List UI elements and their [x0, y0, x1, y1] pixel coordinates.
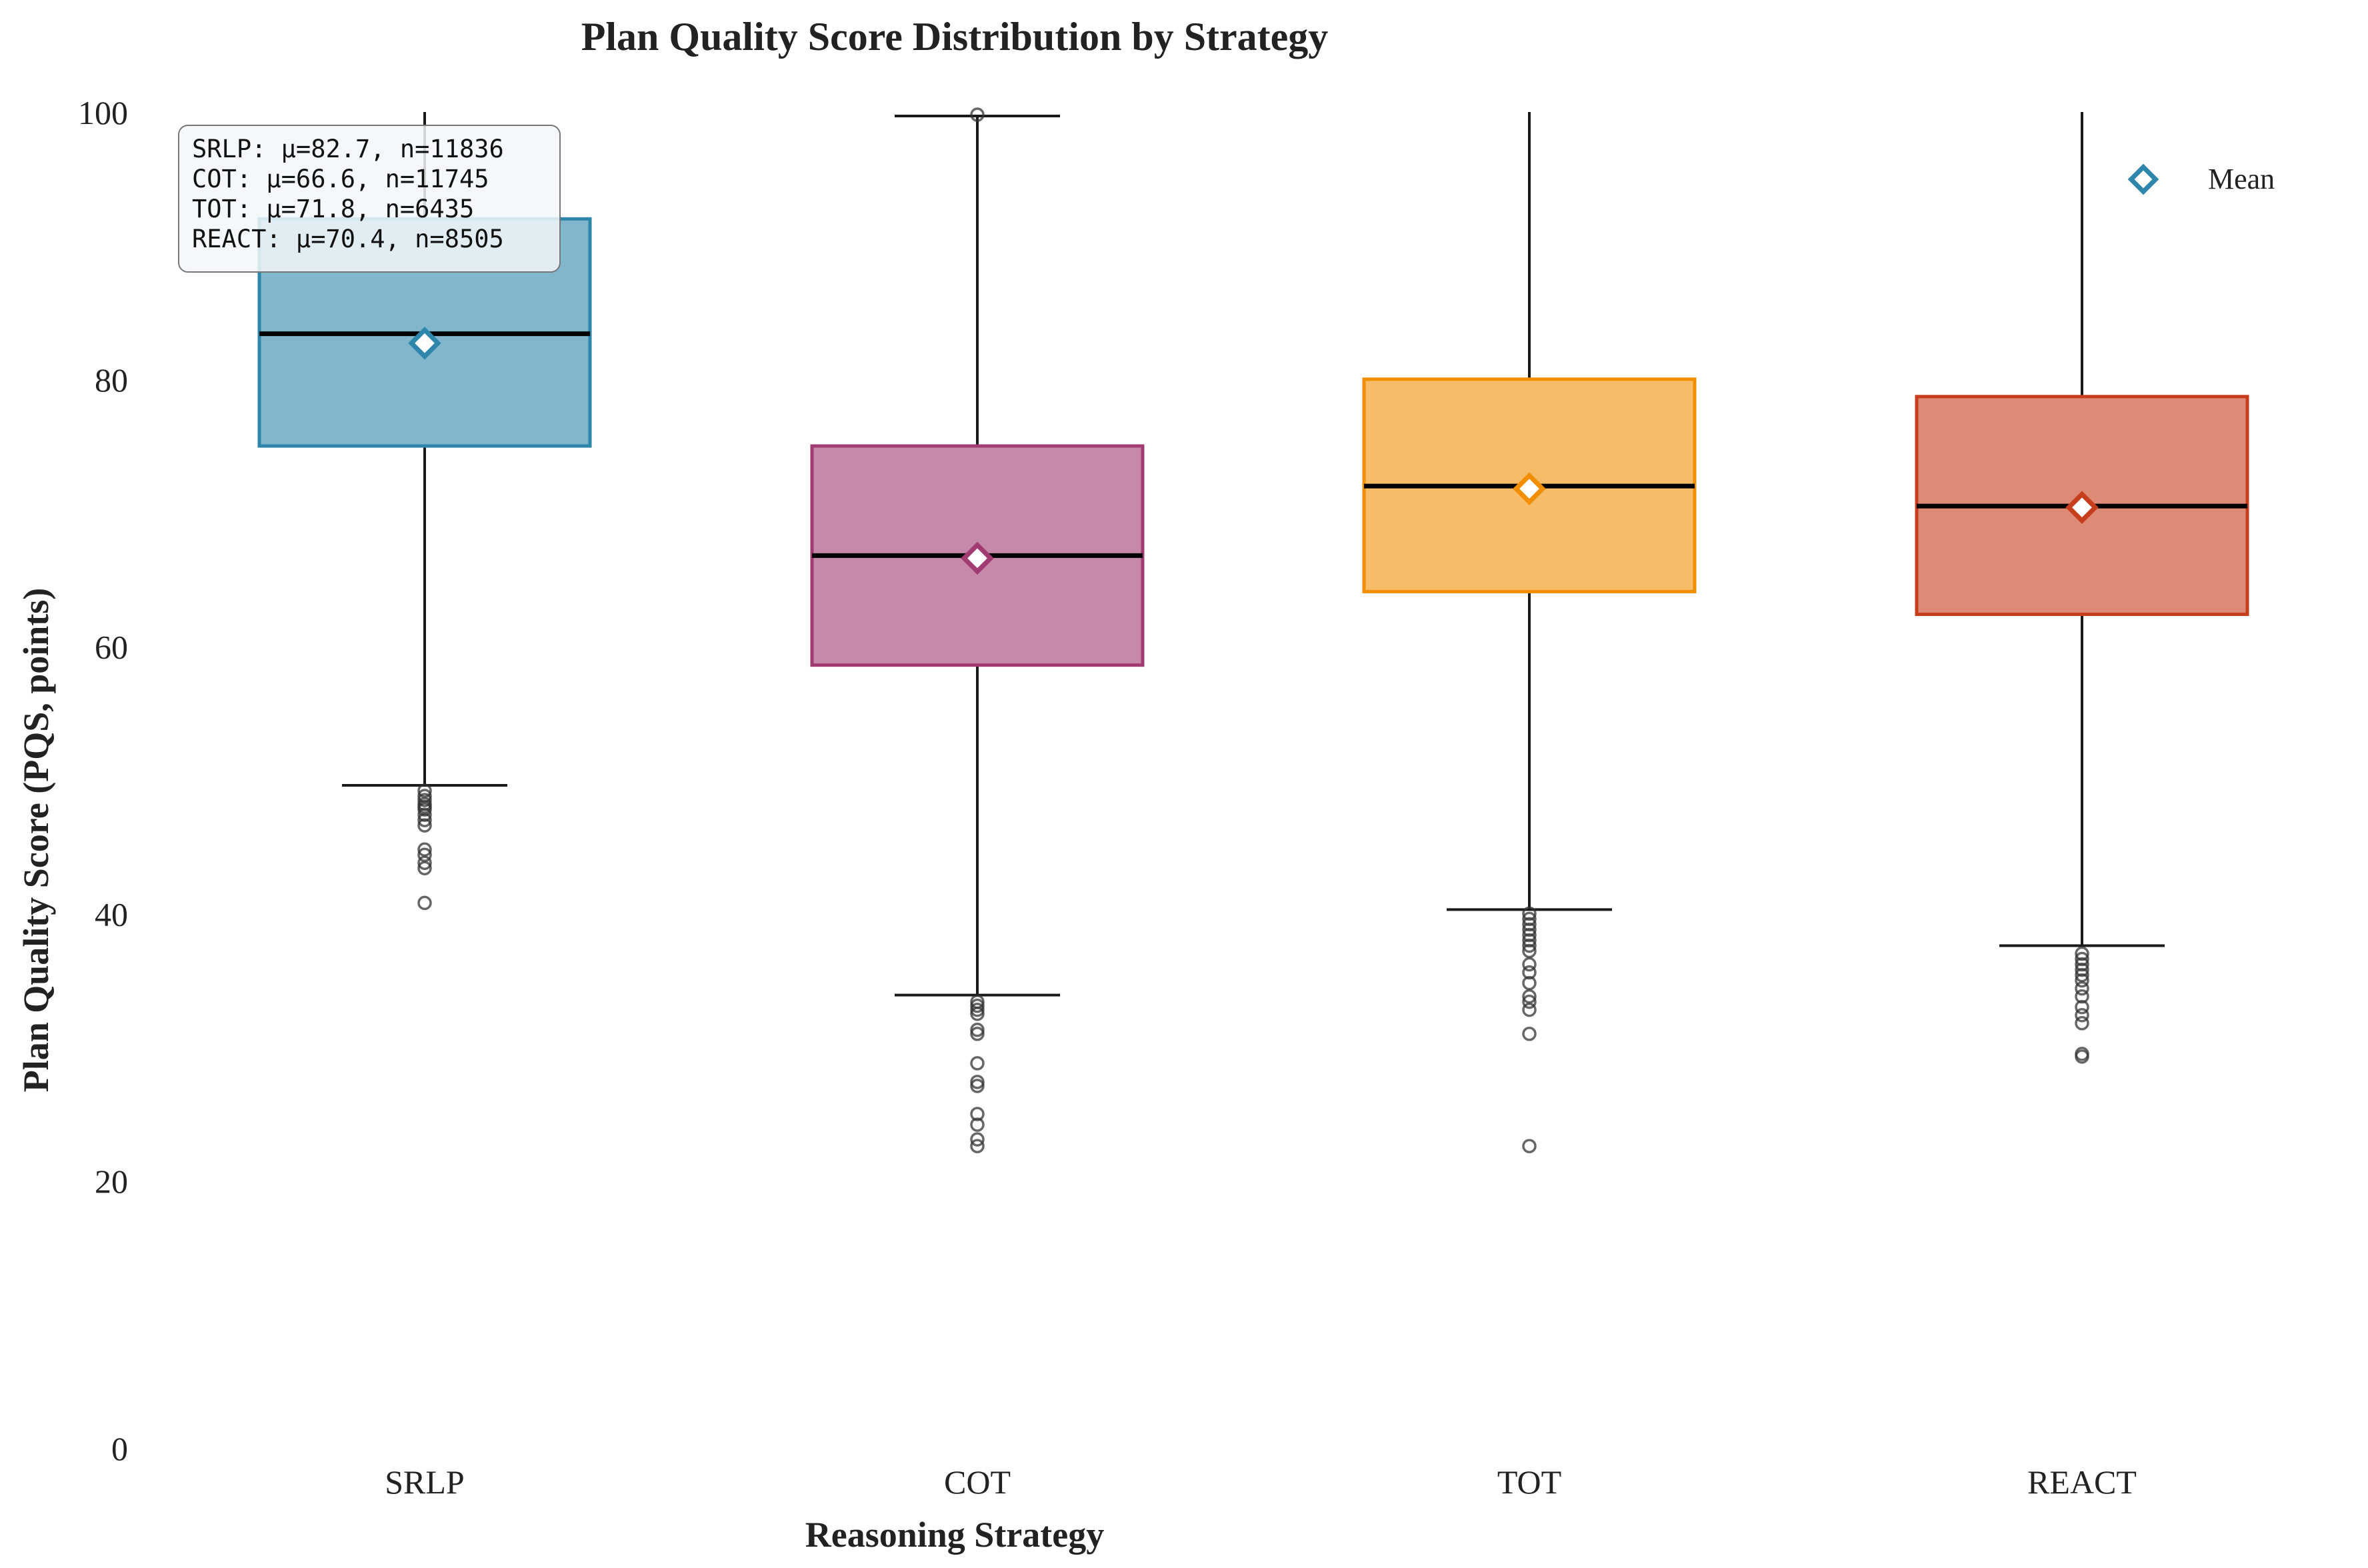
outlier-point — [1522, 1027, 1537, 1041]
outlier-point — [970, 1075, 985, 1089]
outlier-point — [2075, 967, 2089, 983]
y-tick-label: 20 — [95, 1163, 128, 1200]
x-axis-label: Reasoning Strategy — [805, 1515, 1104, 1555]
outlier-point — [970, 107, 985, 122]
outlier-point — [970, 998, 985, 1013]
x-tick-label: REACT — [2027, 1463, 2137, 1501]
y-tick-label: 100 — [78, 94, 128, 131]
outlier-point — [417, 783, 432, 798]
outlier-point — [970, 1006, 985, 1021]
mean-marker — [1513, 472, 1546, 505]
y-tick-label: 40 — [95, 895, 128, 933]
box-group-react — [1915, 112, 2249, 1064]
outlier-point — [970, 1139, 985, 1153]
stats-box-background — [178, 125, 561, 273]
outlier-point — [2075, 999, 2089, 1015]
outlier-point — [2075, 989, 2089, 1004]
outlier-point — [1522, 938, 1537, 953]
mean-marker — [961, 541, 994, 575]
outlier-point — [970, 1079, 985, 1093]
outlier-point — [1522, 917, 1537, 932]
legend-mean-label: Mean — [2208, 163, 2275, 195]
stats-line-tot: TOT: μ=71.8, n=6435 — [192, 195, 474, 223]
legend: Mean — [2127, 163, 2275, 195]
outlier-point — [1522, 933, 1537, 948]
outlier-point — [417, 895, 432, 911]
outlier-point — [2075, 1007, 2089, 1023]
x-tick-labels: SRLP COT TOT REACT — [385, 1463, 2137, 1501]
outlier-point — [417, 802, 432, 817]
stats-line-srlp: SRLP: μ=82.7, n=11836 — [192, 135, 504, 163]
legend-mean-marker — [2127, 163, 2159, 195]
outlier-point — [1522, 1002, 1537, 1017]
x-tick-label: COT — [944, 1463, 1011, 1501]
outlier-point — [1522, 943, 1537, 959]
outlier-point — [417, 807, 432, 822]
y-tick-labels: 0 20 40 60 80 100 — [78, 94, 128, 1467]
outlier-point — [2075, 962, 2089, 977]
mean-marker — [408, 326, 441, 360]
stats-line-cot: COT: μ=66.6, n=11745 — [192, 165, 489, 193]
outlier-point — [417, 847, 432, 862]
outlier-point — [2075, 973, 2089, 988]
outlier-point — [1522, 922, 1537, 937]
outlier-point — [1522, 957, 1537, 972]
outlier-point — [417, 818, 432, 833]
outlier-point — [1522, 1139, 1537, 1153]
outlier-point — [2075, 1015, 2089, 1031]
outlier-point — [2075, 981, 2089, 996]
outlier-point — [417, 789, 432, 803]
outlier-point — [970, 1022, 985, 1037]
outlier-point — [2075, 1049, 2089, 1064]
stats-line-react: REACT: μ=70.4, n=8505 — [192, 225, 504, 253]
y-tick-label: 80 — [95, 361, 128, 399]
box-group-cot — [810, 107, 1145, 1153]
box-group-tot — [1362, 112, 1697, 1153]
outlier-point — [1522, 994, 1537, 1009]
outlier-point — [1522, 906, 1537, 921]
outlier-point — [970, 1107, 985, 1121]
stats-annotation-box: SRLP: μ=82.7, n=11836 COT: μ=66.6, n=117… — [178, 125, 561, 273]
outlier-point — [1522, 965, 1537, 980]
outlier-point — [970, 1056, 985, 1071]
outlier-point — [417, 813, 432, 827]
outlier-point — [1522, 989, 1537, 1004]
chart-title: Plan Quality Score Distribution by Strat… — [581, 15, 1329, 59]
outlier-point — [2075, 957, 2089, 972]
outlier-point — [417, 855, 432, 870]
outlier-point — [1522, 927, 1537, 943]
outlier-point — [970, 1132, 985, 1147]
outlier-point — [970, 1027, 985, 1041]
y-tick-label: 0 — [111, 1430, 128, 1467]
outlier-point — [417, 861, 432, 876]
outlier-point — [970, 1002, 985, 1017]
y-axis-label: Plan Quality Score (PQS, points) — [16, 588, 56, 1093]
y-tick-label: 60 — [95, 629, 128, 666]
mean-marker — [2065, 491, 2099, 524]
outlier-point — [970, 1117, 985, 1132]
outlier-point — [417, 842, 432, 857]
outlier-point — [417, 793, 432, 807]
outlier-point — [2075, 951, 2089, 967]
outlier-point — [2075, 946, 2089, 961]
outlier-point — [1522, 911, 1537, 927]
outlier-point — [1522, 975, 1537, 991]
x-tick-label: SRLP — [385, 1463, 465, 1501]
x-tick-label: TOT — [1497, 1463, 1561, 1501]
